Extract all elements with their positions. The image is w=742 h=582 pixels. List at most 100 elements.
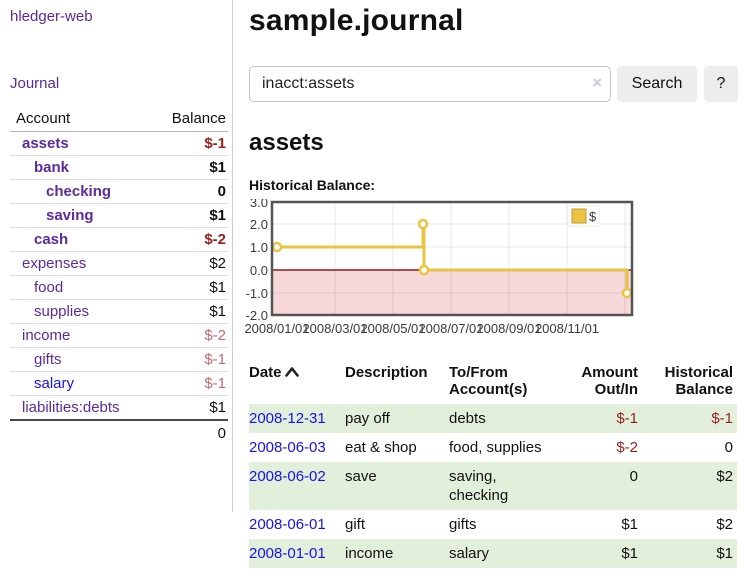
y-axis-labels: 3.0 2.0 1.0 0.0 -1.0 -2.0 (246, 199, 268, 323)
account-link-cash[interactable]: cash (34, 231, 69, 248)
account-link-assets[interactable]: assets (22, 135, 69, 152)
data-point-markers (271, 218, 633, 299)
transaction-date-link[interactable]: 2008-12-31 (249, 410, 326, 427)
account-link-bank[interactable]: bank (34, 159, 70, 176)
svg-text:0.0: 0.0 (250, 263, 268, 278)
account-heading: assets (249, 129, 324, 156)
legend-label: $ (589, 209, 597, 224)
main-content: sample.journal × Search ? assets Histori… (233, 0, 742, 582)
plot-border (270, 200, 634, 317)
account-balance: $-2 (149, 227, 228, 252)
negative-region-fill (272, 270, 632, 315)
column-accounts: To/From Account(s) (449, 364, 528, 398)
transaction-amount: $-1 (616, 410, 638, 427)
transaction-accounts: saving, checking (449, 468, 509, 504)
page-title: sample.journal (249, 4, 464, 37)
transaction-amount: $1 (621, 516, 638, 533)
account-balance: $1 (149, 275, 228, 300)
svg-text:2008/11/01: 2008/11/01 (535, 321, 599, 336)
transaction-amount: $-2 (616, 439, 638, 456)
sidebar-item-journal[interactable]: Journal (10, 75, 60, 92)
legend-swatch (571, 208, 587, 224)
accounts-table: Account Balance assets $-1 bank $1 check… (10, 107, 228, 446)
sidebar: hledger-web Journal Account Balance asse… (0, 0, 233, 512)
svg-text:2008/05/01: 2008/05/01 (360, 321, 425, 336)
transaction-balance: 0 (724, 439, 733, 456)
account-link-liabilities-debts[interactable]: liabilities:debts (22, 399, 120, 416)
transaction-description: pay off (345, 410, 390, 427)
accounts-total-row: 0 (10, 419, 228, 446)
svg-text:2008/09/01: 2008/09/01 (476, 321, 541, 336)
account-row-gifts: gifts $-1 (10, 347, 228, 372)
account-link-checking[interactable]: checking (46, 183, 112, 200)
clear-search-icon[interactable]: × (592, 73, 602, 92)
sort-ascending-icon[interactable] (284, 367, 299, 377)
accounts-total-value: 0 (149, 419, 228, 446)
chart-legend: $ (567, 205, 600, 227)
account-row-assets: assets $-1 (10, 131, 228, 156)
account-row-checking: checking 0 (10, 179, 228, 204)
register-row: 2008-06-02 save saving, checking 0 $2 (249, 462, 737, 510)
column-amount: Amount Out/In (581, 364, 638, 398)
transaction-date-link[interactable]: 2008-06-03 (249, 439, 326, 456)
account-balance: $-1 (149, 347, 228, 372)
transaction-description: gift (345, 516, 366, 533)
account-link-saving[interactable]: saving (46, 207, 94, 224)
transaction-date-link[interactable]: 2008-06-01 (249, 516, 326, 533)
register-row: 2008-06-03 eat & shop food, supplies $-2… (249, 433, 737, 462)
transaction-date-link[interactable]: 2008-06-02 (249, 468, 326, 485)
account-balance: $1 (149, 203, 228, 228)
transaction-amount: $1 (621, 545, 638, 562)
transaction-description: save (345, 468, 377, 485)
transaction-balance: $-1 (711, 410, 733, 427)
transaction-accounts: salary (449, 545, 490, 562)
search-button[interactable]: Search (617, 66, 697, 102)
account-row-income: income $-2 (10, 323, 228, 348)
transaction-description: eat & shop (345, 439, 417, 456)
transaction-accounts: debts (449, 410, 486, 427)
transaction-balance: $1 (716, 545, 733, 562)
transaction-date-link[interactable]: 2008-01-01 (249, 545, 326, 562)
svg-text:2008/03/01: 2008/03/01 (302, 321, 367, 336)
account-row-supplies: supplies $1 (10, 299, 228, 324)
account-link-food[interactable]: food (34, 279, 64, 296)
transaction-accounts: food, supplies (449, 439, 542, 456)
account-row-expenses: expenses $2 (10, 251, 228, 276)
account-balance: 0 (149, 179, 228, 204)
account-row-saving: saving $1 (10, 203, 228, 228)
account-balance: $1 (149, 299, 228, 324)
account-row-salary: salary $-1 (10, 371, 228, 396)
account-link-income[interactable]: income (22, 327, 71, 344)
accounts-col-account: Account (10, 107, 150, 132)
search-bar: × Search ? (249, 66, 742, 102)
chart-title: Historical Balance: (249, 177, 376, 193)
transaction-amount: 0 (629, 468, 638, 485)
transaction-description: income (345, 545, 394, 562)
svg-text:2008/07/01: 2008/07/01 (418, 321, 483, 336)
account-balance: $-2 (149, 323, 228, 348)
account-row-bank: bank $1 (10, 155, 228, 180)
column-date[interactable]: Date (249, 362, 345, 404)
transaction-accounts: gifts (449, 516, 477, 533)
transaction-balance: $2 (716, 468, 733, 485)
account-link-supplies[interactable]: supplies (34, 303, 90, 320)
account-row-liabilities-debts: liabilities:debts $1 (10, 395, 228, 421)
account-balance: $1 (149, 155, 228, 180)
balance-chart: $ 3.0 2.0 1.0 0.0 -1.0 -2.0 2008/01/01 2… (241, 199, 742, 343)
accounts-col-balance: Balance (149, 107, 228, 132)
x-axis-labels: 2008/01/01 2008/03/01 2008/05/01 2008/07… (244, 321, 599, 336)
svg-text:2008/01/01: 2008/01/01 (244, 321, 309, 336)
account-balance: $-1 (149, 371, 228, 396)
svg-text:-2.0: -2.0 (246, 308, 268, 323)
register-row: 2008-06-01 gift gifts $1 $2 (249, 510, 737, 539)
help-button[interactable]: ? (704, 66, 738, 102)
account-link-gifts[interactable]: gifts (34, 351, 62, 368)
account-link-salary[interactable]: salary (34, 375, 75, 392)
search-input[interactable] (249, 66, 611, 102)
brand-link[interactable]: hledger-web (10, 8, 93, 25)
svg-text:2.0: 2.0 (250, 217, 268, 232)
register-header-row: Date Description To/From Account(s) Amou… (249, 362, 737, 404)
account-balance: $2 (149, 251, 228, 276)
account-balance: $-1 (149, 131, 228, 156)
account-link-expenses[interactable]: expenses (22, 255, 87, 272)
